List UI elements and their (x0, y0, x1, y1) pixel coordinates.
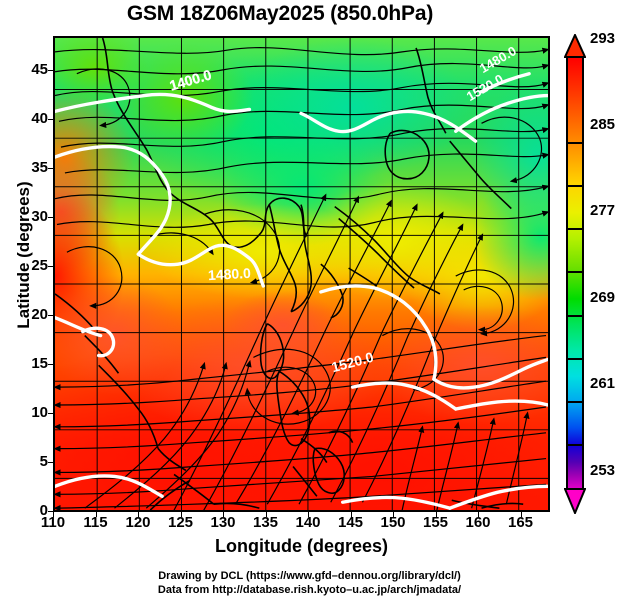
coastlines (55, 38, 524, 510)
lat-lon-grid (55, 38, 548, 510)
y-tick (48, 168, 53, 169)
x-tick-label: 130 (210, 514, 236, 531)
colorbar-label: 293 (590, 30, 616, 47)
y-tick-label: 35 (31, 159, 48, 176)
x-tick (180, 512, 182, 517)
colorbar-label: 261 (590, 375, 616, 392)
wind-streamlines (55, 47, 548, 510)
x-axis-title: Longitude (degrees) (214, 536, 388, 556)
colorbar-label: 253 (590, 462, 616, 479)
colorbar-tick (566, 228, 584, 230)
x-tick (223, 512, 224, 517)
colorbar-label: 285 (590, 116, 616, 133)
height-contours (55, 72, 548, 510)
x-tick-label: 140 (295, 514, 321, 531)
y-tick (48, 70, 53, 71)
y-tick (48, 364, 53, 365)
x-tick-label: 125 (167, 514, 194, 531)
x-tick (53, 512, 54, 517)
page-title: GSM 18Z06May2025 (850.0hPa) (126, 2, 434, 25)
x-tick (520, 512, 522, 517)
colorbar-tick (566, 56, 584, 58)
x-tick (350, 512, 352, 517)
y-tick (48, 119, 53, 120)
x-tick (95, 512, 97, 517)
x-tick (265, 512, 267, 517)
colorbar[interactable] (563, 34, 587, 514)
y-tick-label: 0 (39, 502, 48, 519)
colorbar-label: 269 (590, 289, 616, 306)
colorbar-label: 277 (590, 202, 616, 219)
y-tick (48, 266, 53, 267)
y-tick (48, 413, 53, 414)
x-tick (138, 512, 139, 517)
y-tick-label: 5 (39, 453, 48, 470)
colorbar-tick (566, 444, 584, 446)
map-plot-area[interactable] (53, 36, 550, 512)
x-tick-label: 120 (125, 514, 151, 531)
x-tick-label: 145 (337, 514, 364, 531)
y-tick-label: 25 (31, 257, 48, 274)
y-tick-label: 20 (31, 306, 48, 323)
footer-line-data: Data from http://database.rish.kyoto–u.a… (157, 584, 462, 596)
x-tick-label: 155 (422, 514, 449, 531)
x-tick (393, 512, 394, 517)
y-tick (48, 511, 53, 512)
colorbar-tick (566, 358, 584, 360)
colorbar-gradient (566, 56, 584, 490)
x-tick-label: 150 (380, 514, 406, 531)
x-tick-label: 110 (40, 514, 66, 531)
y-tick-label: 40 (31, 110, 48, 127)
y-tick-label: 45 (31, 61, 48, 78)
colorbar-tick (566, 271, 584, 273)
x-tick (478, 512, 479, 517)
colorbar-tick (566, 142, 584, 144)
y-tick (48, 315, 53, 316)
x-tick-label: 160 (465, 514, 491, 531)
y-axis-title: Latitude (degrees) (14, 181, 33, 329)
y-tick (48, 217, 53, 218)
colorbar-bottom-arrow (564, 488, 586, 514)
y-tick (48, 462, 53, 463)
colorbar-tick (566, 185, 584, 187)
y-tick-label: 15 (31, 355, 48, 372)
colorbar-tick (566, 315, 584, 317)
footer-credits: Drawing by DCL (https://www.gfd–dennou.o… (0, 569, 619, 597)
footer-line-drawing: Drawing by DCL (https://www.gfd–dennou.o… (158, 570, 461, 582)
y-tick-label: 30 (31, 208, 48, 225)
x-tick (435, 512, 437, 517)
colorbar-top-arrow (564, 34, 586, 58)
x-tick (308, 512, 309, 517)
colorbar-tick (566, 401, 584, 403)
x-tick-label: 165 (507, 514, 534, 531)
x-tick-label: 135 (252, 514, 279, 531)
y-tick-label: 10 (31, 404, 48, 421)
x-tick-label: 115 (83, 514, 108, 531)
